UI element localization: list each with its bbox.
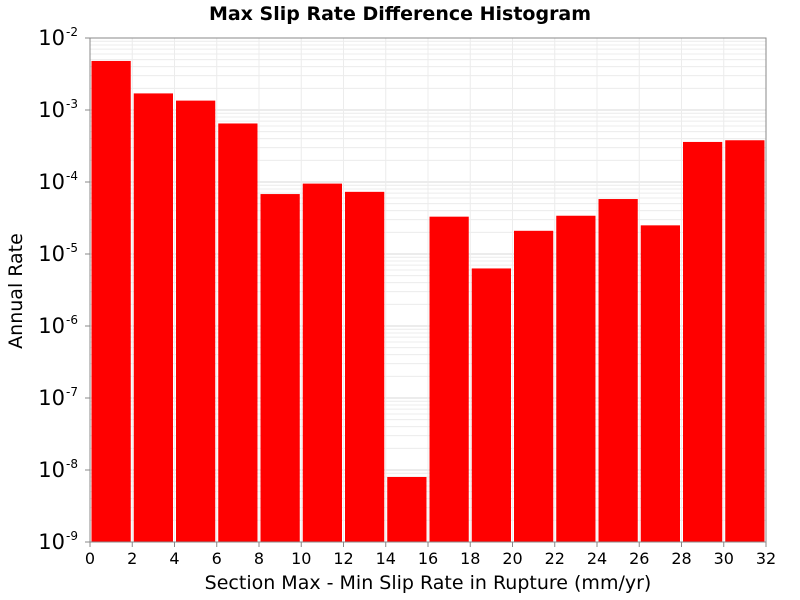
y-tick-exponent: -5 xyxy=(66,241,78,255)
y-tick-exponent: -9 xyxy=(66,529,78,543)
x-tick-label: 22 xyxy=(545,549,565,568)
histogram-bar xyxy=(598,199,638,542)
histogram-bar xyxy=(176,100,216,542)
y-tick-label: 10 xyxy=(38,314,65,338)
x-tick-label: 2 xyxy=(127,549,137,568)
y-axis-ticks: 10-210-310-410-510-610-710-810-9 xyxy=(38,25,90,554)
x-tick-label: 28 xyxy=(671,549,691,568)
x-tick-label: 12 xyxy=(333,549,353,568)
x-tick-label: 24 xyxy=(587,549,607,568)
y-tick-label: 10 xyxy=(38,98,65,122)
histogram-bar xyxy=(133,93,173,542)
x-tick-label: 20 xyxy=(502,549,522,568)
x-tick-label: 6 xyxy=(212,549,222,568)
y-tick-label: 10 xyxy=(38,458,65,482)
histogram-bar xyxy=(429,216,469,542)
x-tick-label: 32 xyxy=(756,549,776,568)
x-tick-label: 14 xyxy=(376,549,396,568)
x-tick-label: 8 xyxy=(254,549,264,568)
histogram-bar xyxy=(218,123,258,542)
x-axis-ticks: 0 2 4 6 8 10 12 14 16 18 20 22 24 26 28 30 32 xyxy=(85,542,776,568)
bars xyxy=(91,60,765,543)
chart-title: Max Slip Rate Difference Histogram xyxy=(209,3,591,25)
x-tick-label: 16 xyxy=(418,549,438,568)
y-tick-label: 10 xyxy=(38,170,65,194)
y-tick-label: 10 xyxy=(38,242,65,266)
plot-area xyxy=(89,37,767,543)
y-tick-exponent: -3 xyxy=(66,97,78,111)
y-tick-label: 10 xyxy=(38,386,65,410)
x-tick-label: 10 xyxy=(291,549,311,568)
histogram-bar xyxy=(345,191,385,542)
x-tick-label: 4 xyxy=(169,549,179,568)
histogram-bar xyxy=(514,230,554,542)
histogram-bar xyxy=(683,141,723,542)
y-tick-label: 10 xyxy=(38,26,65,50)
y-tick-exponent: -4 xyxy=(66,169,78,183)
x-tick-label: 30 xyxy=(714,549,734,568)
histogram-bar xyxy=(471,268,511,542)
histogram-bar xyxy=(302,183,342,543)
y-tick-exponent: -8 xyxy=(66,457,78,471)
x-tick-label: 0 xyxy=(85,549,95,568)
y-tick-label: 10 xyxy=(38,530,65,554)
histogram-bar xyxy=(640,225,680,542)
histogram-bar xyxy=(556,215,596,542)
histogram-bar xyxy=(387,476,427,542)
histogram-bar xyxy=(260,194,300,542)
x-tick-label: 18 xyxy=(460,549,480,568)
y-axis-label: Annual Rate xyxy=(5,233,27,349)
histogram-bar xyxy=(91,60,131,543)
y-tick-exponent: -2 xyxy=(66,25,78,39)
histogram-bar xyxy=(725,140,765,542)
x-tick-label: 26 xyxy=(629,549,649,568)
x-axis-label: Section Max - Min Slip Rate in Rupture (… xyxy=(205,572,652,594)
y-tick-exponent: -6 xyxy=(66,313,78,327)
y-tick-exponent: -7 xyxy=(66,385,78,399)
